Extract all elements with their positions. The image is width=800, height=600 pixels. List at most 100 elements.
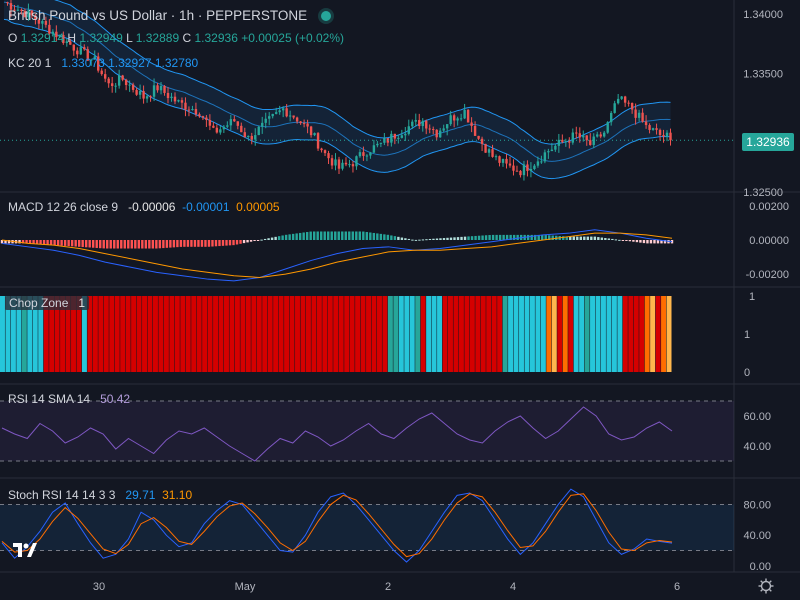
macd-histogram-bar (53, 240, 56, 246)
macd-histogram-bar (512, 234, 516, 240)
stoch-legend[interactable]: Stoch RSI 14 14 3 3 29.71 31.10 (8, 487, 192, 503)
chop-legend[interactable]: Chop Zone 1 (5, 295, 90, 311)
chop-zone-bar (595, 296, 601, 372)
macd-histogram-bar (88, 240, 91, 248)
candle-body (397, 137, 400, 139)
macd-histogram-bar (467, 236, 470, 240)
rsi-legend[interactable]: RSI 14 SMA 14 50.42 (8, 391, 130, 407)
candle-body (285, 108, 288, 117)
chop-zone-bar (81, 296, 87, 372)
ohlc-legend: O 1.32914 H 1.32949 L 1.32889 C 1.32936 … (8, 30, 344, 46)
macd-histogram-bar (330, 231, 333, 240)
last-price-tag: 1.32936 (742, 133, 794, 151)
candle-body (229, 119, 233, 126)
macd-legend[interactable]: MACD 12 26 close 9 -0.00006 -0.00001 0.0… (8, 199, 280, 215)
macd-histogram-bar (249, 240, 253, 242)
macd-histogram-bar (477, 235, 481, 240)
candle-body (554, 145, 557, 150)
macd-histogram-bar (470, 236, 474, 240)
candle-body (198, 114, 201, 117)
chop-zone-bar (600, 296, 606, 372)
rsi-tick-label: 60.00 (743, 411, 771, 423)
candle-body (37, 19, 41, 24)
candle-body (20, 9, 23, 11)
macd-histogram-bar (256, 240, 260, 241)
chop-zone-bar (103, 296, 109, 372)
candle-body (219, 129, 222, 133)
chop-zone-bar (573, 296, 579, 372)
candle-body (616, 98, 620, 104)
settings-gear-icon[interactable] (758, 578, 774, 594)
chop-zone-bar (376, 296, 382, 372)
candle-body (264, 118, 267, 123)
chop-zone-bar (256, 296, 262, 372)
rsi-band-fill (0, 401, 734, 461)
chop-zone-bar (289, 296, 295, 372)
candle-body (62, 34, 65, 44)
chop-zone-bar (333, 296, 339, 372)
macd-histogram-bar (270, 237, 274, 240)
macd-histogram-bar (263, 238, 267, 240)
chop-zone-bar (644, 296, 650, 372)
macd-histogram-bar (7, 240, 11, 244)
macd-histogram-bar (77, 240, 81, 247)
macd-histogram-bar (155, 240, 158, 249)
candle-body (644, 121, 648, 126)
candle-body (519, 170, 522, 176)
candle-body (128, 84, 131, 86)
chop-zone-bar (43, 296, 49, 372)
high-label: H (67, 31, 77, 45)
chop-zone-bar (98, 296, 104, 372)
candle-body (72, 44, 75, 51)
macd-histogram-bar (179, 240, 183, 247)
candle-body (589, 140, 592, 145)
candle-body (613, 103, 616, 113)
macd-histogram-bar (579, 236, 582, 240)
chop-zone-bar (158, 296, 164, 372)
chop-zone-bar (562, 296, 568, 372)
candle-body (655, 128, 658, 130)
macd-histogram-bar (120, 240, 123, 249)
candle-body (487, 149, 491, 153)
candle-body (86, 49, 89, 61)
chop-zone-bar (32, 296, 38, 372)
candle-body (498, 156, 501, 163)
macd-histogram-bar (428, 238, 432, 240)
chop-zone-bar (464, 296, 470, 372)
kc-basis-value: 1.32927 (108, 56, 152, 70)
candle-body (334, 159, 337, 166)
candle-body (470, 122, 473, 126)
candle-body (320, 148, 323, 151)
chop-zone-bar (240, 296, 246, 372)
kc-lower-value: 1.32780 (154, 56, 199, 70)
candle-body (585, 135, 588, 141)
macd-histogram-bar (414, 239, 418, 241)
candle-body (261, 122, 264, 127)
candle-body (180, 100, 184, 103)
candle-body (463, 109, 466, 119)
macd-histogram-bar (597, 237, 600, 240)
candle-body (250, 135, 253, 140)
macd-histogram-bar (63, 240, 67, 246)
candle-body (159, 85, 163, 91)
macd-histogram-bar (165, 240, 169, 248)
kc-legend[interactable]: KC 20 1 1.33073 1.32927 1.32780 (8, 55, 198, 71)
chop-zone-bar (295, 296, 300, 372)
macd-histogram-bar (186, 240, 190, 247)
macd-tick-label: 0.00000 (749, 235, 789, 247)
macd-histogram-bar (137, 240, 141, 249)
chop-zone-bar (234, 296, 240, 372)
candle-body (103, 74, 107, 79)
candle-body (131, 84, 135, 90)
candle-body (658, 129, 662, 135)
candle-body (491, 149, 494, 157)
macd-histogram-bar (162, 240, 165, 249)
macd-histogram-bar (526, 234, 530, 240)
tradingview-logo[interactable] (12, 541, 38, 559)
macd-histogram-bar (235, 240, 239, 245)
macd-histogram-bar (656, 240, 660, 244)
macd-histogram-bar (348, 231, 351, 240)
chop-zone-bar (633, 296, 639, 372)
candle-body (582, 135, 585, 138)
chop-zone-bar (546, 296, 552, 372)
